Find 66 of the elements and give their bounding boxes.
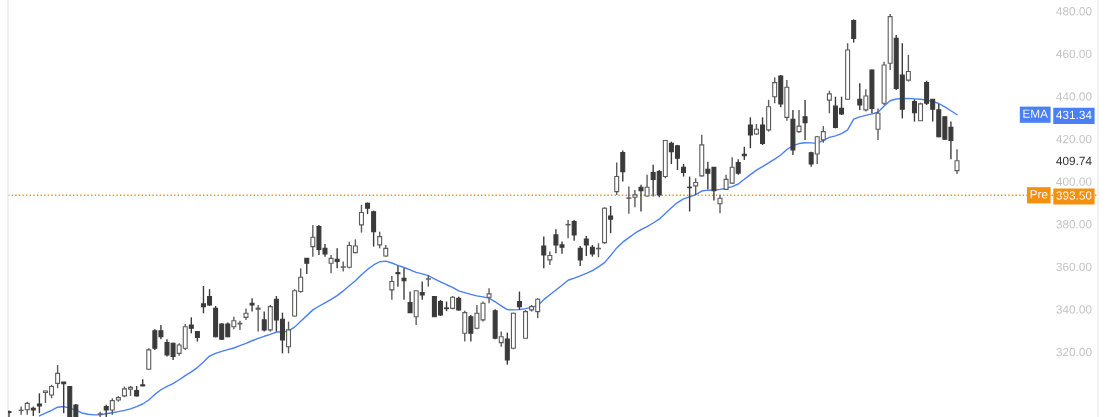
candlestick bbox=[796, 109, 802, 134]
candlestick bbox=[583, 235, 589, 257]
candlestick bbox=[954, 148, 960, 175]
candlestick bbox=[747, 116, 753, 149]
candlestick bbox=[8, 409, 12, 417]
candlestick bbox=[486, 287, 492, 304]
candlestick bbox=[875, 107, 881, 141]
candlestick bbox=[395, 265, 401, 288]
candlestick bbox=[644, 174, 650, 198]
candlestick bbox=[249, 297, 255, 313]
candlestick bbox=[541, 235, 547, 270]
candlestick bbox=[766, 99, 772, 133]
candlestick bbox=[863, 88, 869, 113]
candlestick bbox=[36, 392, 42, 414]
y-tick-label: 480.00 bbox=[1056, 7, 1092, 16]
candlestick bbox=[267, 304, 273, 333]
candlestick bbox=[401, 267, 407, 301]
candlestick bbox=[620, 149, 626, 183]
candlestick bbox=[911, 98, 917, 123]
candlestick bbox=[146, 347, 152, 371]
candlestick bbox=[638, 184, 644, 213]
candlestick bbox=[614, 161, 620, 196]
candlestick bbox=[577, 245, 583, 267]
y-tick-label: 360.00 bbox=[1056, 262, 1092, 272]
y-tick-label: 320.00 bbox=[1056, 347, 1092, 357]
y-tick-label: 440.00 bbox=[1056, 92, 1092, 101]
candlestick bbox=[55, 364, 61, 389]
candlestick bbox=[255, 304, 261, 333]
candlestick bbox=[334, 247, 340, 270]
candlestick bbox=[286, 320, 292, 355]
candlestick bbox=[61, 381, 67, 414]
candlestick bbox=[802, 99, 808, 141]
candlestick bbox=[717, 194, 723, 214]
candlestick bbox=[328, 254, 334, 274]
candlestick bbox=[462, 310, 468, 343]
candlestick bbox=[760, 116, 766, 146]
candlestick bbox=[468, 314, 474, 343]
candlestick bbox=[358, 204, 364, 234]
y-tick-label: 393.50 bbox=[1056, 191, 1092, 200]
candlestick bbox=[905, 54, 911, 83]
y-tick-label: 409.74 bbox=[1056, 156, 1092, 166]
legend-label: EMA bbox=[1023, 109, 1048, 118]
candlestick bbox=[407, 290, 413, 314]
candlestick bbox=[608, 205, 614, 234]
candlestick bbox=[851, 18, 857, 44]
candlestick bbox=[371, 209, 377, 248]
candlestick bbox=[504, 331, 510, 366]
ref-line-label: Pre bbox=[1030, 190, 1048, 199]
candlestick bbox=[419, 280, 425, 301]
y-tick-label: 420.00 bbox=[1056, 134, 1092, 144]
candlestick bbox=[826, 90, 832, 114]
candlestick bbox=[310, 224, 316, 258]
y-tick-label: 431.34 bbox=[1056, 110, 1092, 120]
candlestick bbox=[516, 290, 522, 311]
candlestick bbox=[18, 405, 24, 416]
candlestick bbox=[389, 275, 395, 301]
y-tick-label: 380.00 bbox=[1056, 220, 1092, 229]
candlestick bbox=[571, 219, 577, 242]
line-series bbox=[38, 97, 958, 417]
candlestick bbox=[565, 219, 571, 240]
y-tick-label: 460.00 bbox=[1056, 49, 1092, 59]
y-tick-label: 400.00 bbox=[1056, 177, 1092, 186]
candlestick bbox=[857, 82, 863, 111]
candlestick bbox=[261, 310, 267, 333]
candlestick bbox=[772, 76, 778, 104]
y-tick-label: 340.00 bbox=[1056, 305, 1092, 314]
